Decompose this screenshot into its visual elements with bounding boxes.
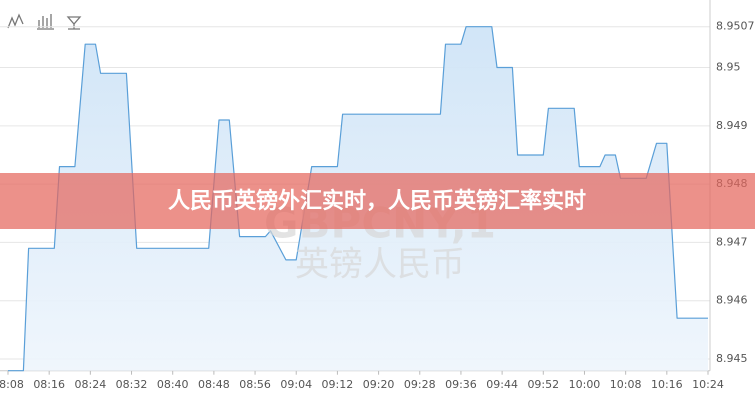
x-tick-label: 08:56 — [239, 378, 271, 391]
bar-icon[interactable] — [37, 14, 54, 30]
line-icon[interactable] — [7, 13, 24, 29]
x-tick-label: 09:44 — [486, 378, 518, 391]
line — [8, 26, 708, 372]
x-tick-label: 08:16 — [33, 378, 65, 391]
x-tick-label: 08:32 — [116, 378, 148, 391]
x-tick-label: 08:24 — [75, 378, 107, 391]
y-tick-label: 8.95 — [716, 61, 741, 74]
x-tick-label: 10:08 — [610, 378, 642, 391]
y-tick-label: 8.946 — [716, 294, 748, 307]
x-tick-label: 08:40 — [157, 378, 189, 391]
x-tick-label: 09:52 — [527, 378, 559, 391]
y-tick-label: 8.949 — [716, 119, 748, 132]
x-tick-label: 09:36 — [445, 378, 477, 391]
banner-title: 人民币英镑外汇实时，人民币英镑汇率实时 — [168, 188, 586, 214]
y-tick-label: 8.9507 — [716, 20, 755, 33]
x-tick-label: 09:20 — [363, 378, 395, 391]
x-tick-label: 09:12 — [322, 378, 354, 391]
y-tick-label: 8.947 — [716, 235, 748, 248]
x-tick-label: 08:08 — [0, 378, 24, 391]
y-tick-label: 8.945 — [716, 352, 748, 365]
x-tick-label: 10:00 — [569, 378, 601, 391]
x-tick-label: 08:48 — [198, 378, 230, 391]
x-tick-label: 10:24 — [692, 378, 724, 391]
watermark: 英镑人民币 — [295, 245, 465, 285]
x-tick-label: 09:28 — [404, 378, 436, 391]
banner — [0, 173, 755, 229]
x-tick-label: 10:16 — [651, 378, 683, 391]
toolbar[interactable] — [7, 13, 82, 30]
x-tick-label: 09:04 — [280, 378, 312, 391]
